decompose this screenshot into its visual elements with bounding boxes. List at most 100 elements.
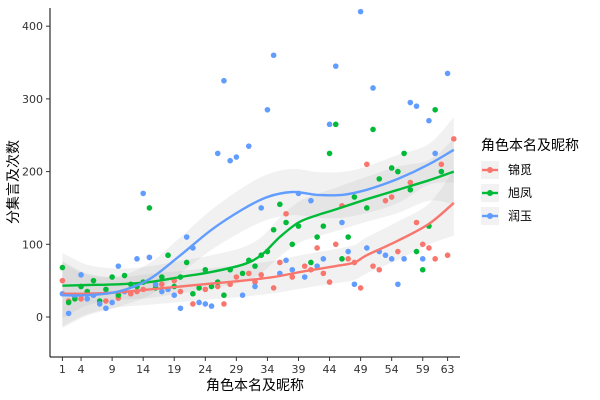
- y-tick-label: 400: [22, 20, 43, 33]
- data-point: [121, 272, 128, 279]
- data-point: [320, 223, 327, 229]
- legend-label: 锦觅: [508, 163, 532, 177]
- data-point: [419, 241, 426, 248]
- data-point: [364, 205, 370, 211]
- data-point: [326, 279, 333, 285]
- data-point: [65, 310, 72, 317]
- data-point: [239, 292, 246, 298]
- data-point: [283, 210, 289, 217]
- x-tick-label: 4: [78, 363, 85, 376]
- data-point: [214, 283, 221, 290]
- data-point: [177, 305, 184, 312]
- data-point: [289, 241, 296, 248]
- data-point: [146, 254, 153, 261]
- data-point: [376, 176, 383, 182]
- data-point: [388, 165, 395, 171]
- data-point: [239, 270, 246, 277]
- data-point: [270, 285, 277, 291]
- data-point: [332, 121, 339, 128]
- data-point: [171, 292, 178, 298]
- data-point: [314, 245, 320, 251]
- data-point: [103, 305, 109, 312]
- data-point: [140, 190, 146, 197]
- data-point: [376, 266, 383, 273]
- data-point: [233, 274, 240, 280]
- data-point: [270, 226, 277, 233]
- data-point: [419, 256, 426, 262]
- trend-line: [62, 170, 455, 287]
- data-point: [196, 285, 202, 291]
- data-point: [432, 106, 438, 113]
- data-point: [159, 281, 165, 288]
- data-point: [444, 70, 451, 77]
- data-point: [190, 290, 196, 297]
- data-point: [227, 157, 233, 164]
- x-tick-label: 24: [198, 363, 212, 376]
- data-point: [245, 143, 252, 149]
- confidence-bands: [62, 117, 454, 328]
- data-point: [388, 256, 395, 262]
- trend-line: [62, 148, 455, 297]
- data-point: [351, 281, 358, 288]
- y-ticks: 0 100 200 300 400: [22, 20, 50, 324]
- data-point: [283, 219, 289, 226]
- x-tick-label: 1: [59, 363, 66, 376]
- trend-line: [62, 201, 455, 296]
- data-point: [345, 248, 351, 255]
- data-point: [370, 85, 376, 91]
- data-point: [78, 296, 84, 302]
- data-point: [438, 161, 445, 168]
- data-point: [283, 257, 289, 264]
- data-point: [357, 8, 364, 15]
- data-point: [339, 256, 345, 262]
- data-point: [364, 245, 370, 251]
- data-point: [146, 205, 153, 211]
- x-tick-label: 49: [354, 363, 368, 376]
- data-point: [202, 286, 209, 293]
- x-axis-title: 角色本名及昵称: [206, 377, 304, 394]
- data-point: [134, 256, 140, 262]
- x-tick-label: 34: [260, 363, 274, 376]
- data-point: [370, 126, 376, 133]
- data-point: [407, 99, 414, 106]
- data-point: [450, 136, 457, 142]
- data-point: [370, 263, 376, 269]
- y-tick-label: 300: [22, 93, 43, 106]
- data-point: [59, 277, 66, 284]
- data-point: [401, 256, 407, 262]
- data-point: [351, 194, 358, 200]
- data-point: [413, 103, 420, 109]
- x-tick-label: 14: [136, 363, 150, 376]
- data-point: [357, 285, 364, 291]
- data-point: [426, 245, 432, 251]
- data-point: [301, 263, 308, 269]
- data-point: [252, 283, 258, 290]
- data-point: [96, 301, 103, 307]
- legend-label: 润玉: [508, 209, 532, 223]
- x-tick-label: 9: [109, 363, 116, 376]
- data-point: [252, 263, 258, 269]
- data-point: [208, 283, 215, 290]
- data-point: [308, 197, 314, 204]
- data-point: [314, 234, 320, 240]
- data-point: [103, 298, 109, 304]
- data-point: [326, 150, 333, 157]
- data-point: [183, 234, 190, 240]
- data-point: [301, 274, 308, 280]
- data-point: [109, 274, 115, 280]
- data-point: [332, 241, 339, 248]
- data-point: [270, 52, 277, 59]
- data-point: [388, 194, 395, 200]
- data-point: [407, 186, 414, 193]
- x-ticks: 1 4 9 14 19 24 29 34 39 44 49 54 59 63: [59, 357, 455, 376]
- data-point: [332, 63, 339, 69]
- data-point: [115, 263, 122, 269]
- data-point: [159, 274, 165, 280]
- legend-title: 角色本名及昵称: [481, 137, 579, 154]
- legend-key-point: [487, 167, 493, 173]
- data-point: [320, 256, 327, 262]
- x-tick-label: 44: [323, 363, 337, 376]
- data-point: [364, 161, 370, 168]
- data-point: [221, 301, 227, 307]
- data-point: [401, 150, 407, 157]
